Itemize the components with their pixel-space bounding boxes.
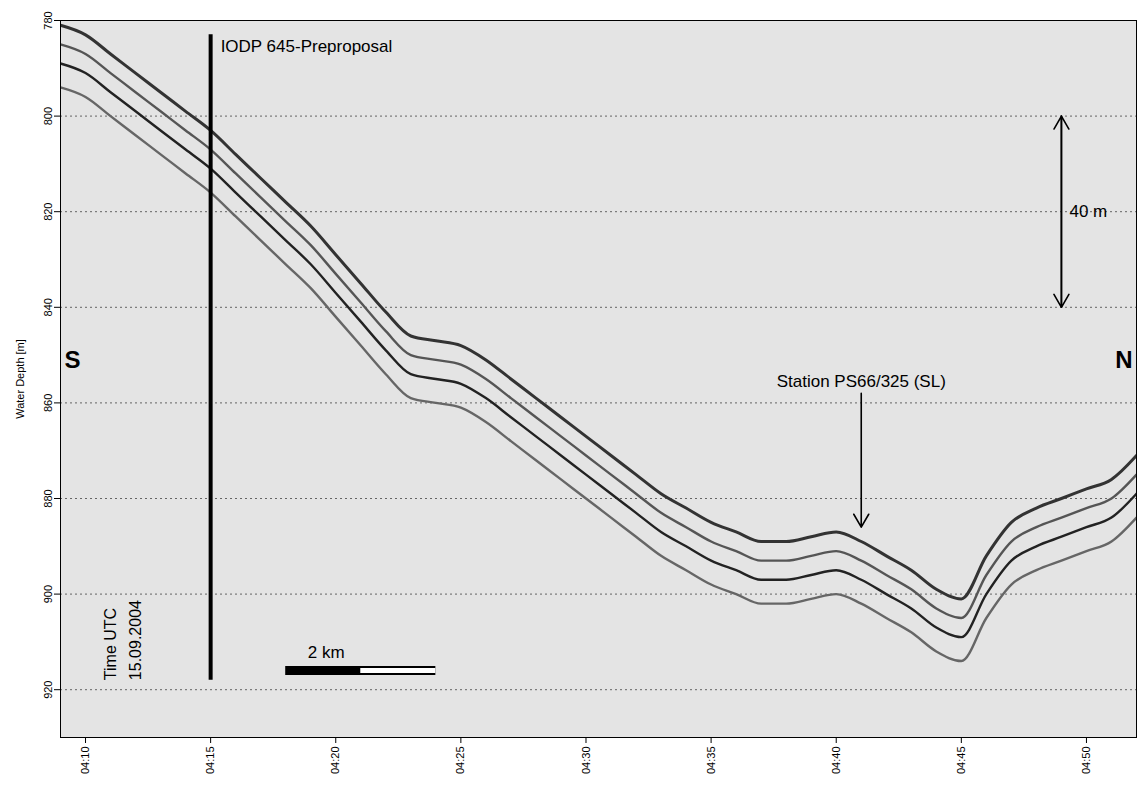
svg-text:Station PS66/325 (SL): Station PS66/325 (SL) <box>777 372 946 391</box>
svg-text:780: 780 <box>42 11 54 29</box>
svg-text:04:50: 04:50 <box>1080 747 1092 775</box>
svg-text:Water Depth [m]: Water Depth [m] <box>14 339 26 419</box>
svg-text:900: 900 <box>42 585 54 603</box>
svg-text:S: S <box>65 346 81 373</box>
svg-text:04:15: 04:15 <box>204 747 216 775</box>
svg-text:840: 840 <box>42 298 54 316</box>
svg-text:800: 800 <box>42 107 54 125</box>
svg-text:2 km: 2 km <box>308 643 345 662</box>
svg-text:04:20: 04:20 <box>329 747 341 775</box>
svg-text:15.09.2004: 15.09.2004 <box>127 600 144 680</box>
svg-text:IODP 645-Preproposal: IODP 645-Preproposal <box>221 37 393 56</box>
svg-text:04:35: 04:35 <box>705 747 717 775</box>
svg-text:N: N <box>1115 346 1132 373</box>
svg-text:820: 820 <box>42 203 54 221</box>
svg-text:Time UTC: Time UTC <box>102 608 119 680</box>
svg-text:04:30: 04:30 <box>580 747 592 775</box>
svg-text:04:25: 04:25 <box>454 747 466 775</box>
svg-text:04:45: 04:45 <box>955 747 967 775</box>
svg-text:04:10: 04:10 <box>79 747 91 775</box>
svg-text:40 m: 40 m <box>1069 202 1107 221</box>
svg-text:860: 860 <box>42 394 54 412</box>
svg-text:920: 920 <box>42 681 54 699</box>
svg-text:04:40: 04:40 <box>830 747 842 775</box>
svg-text:880: 880 <box>42 489 54 507</box>
